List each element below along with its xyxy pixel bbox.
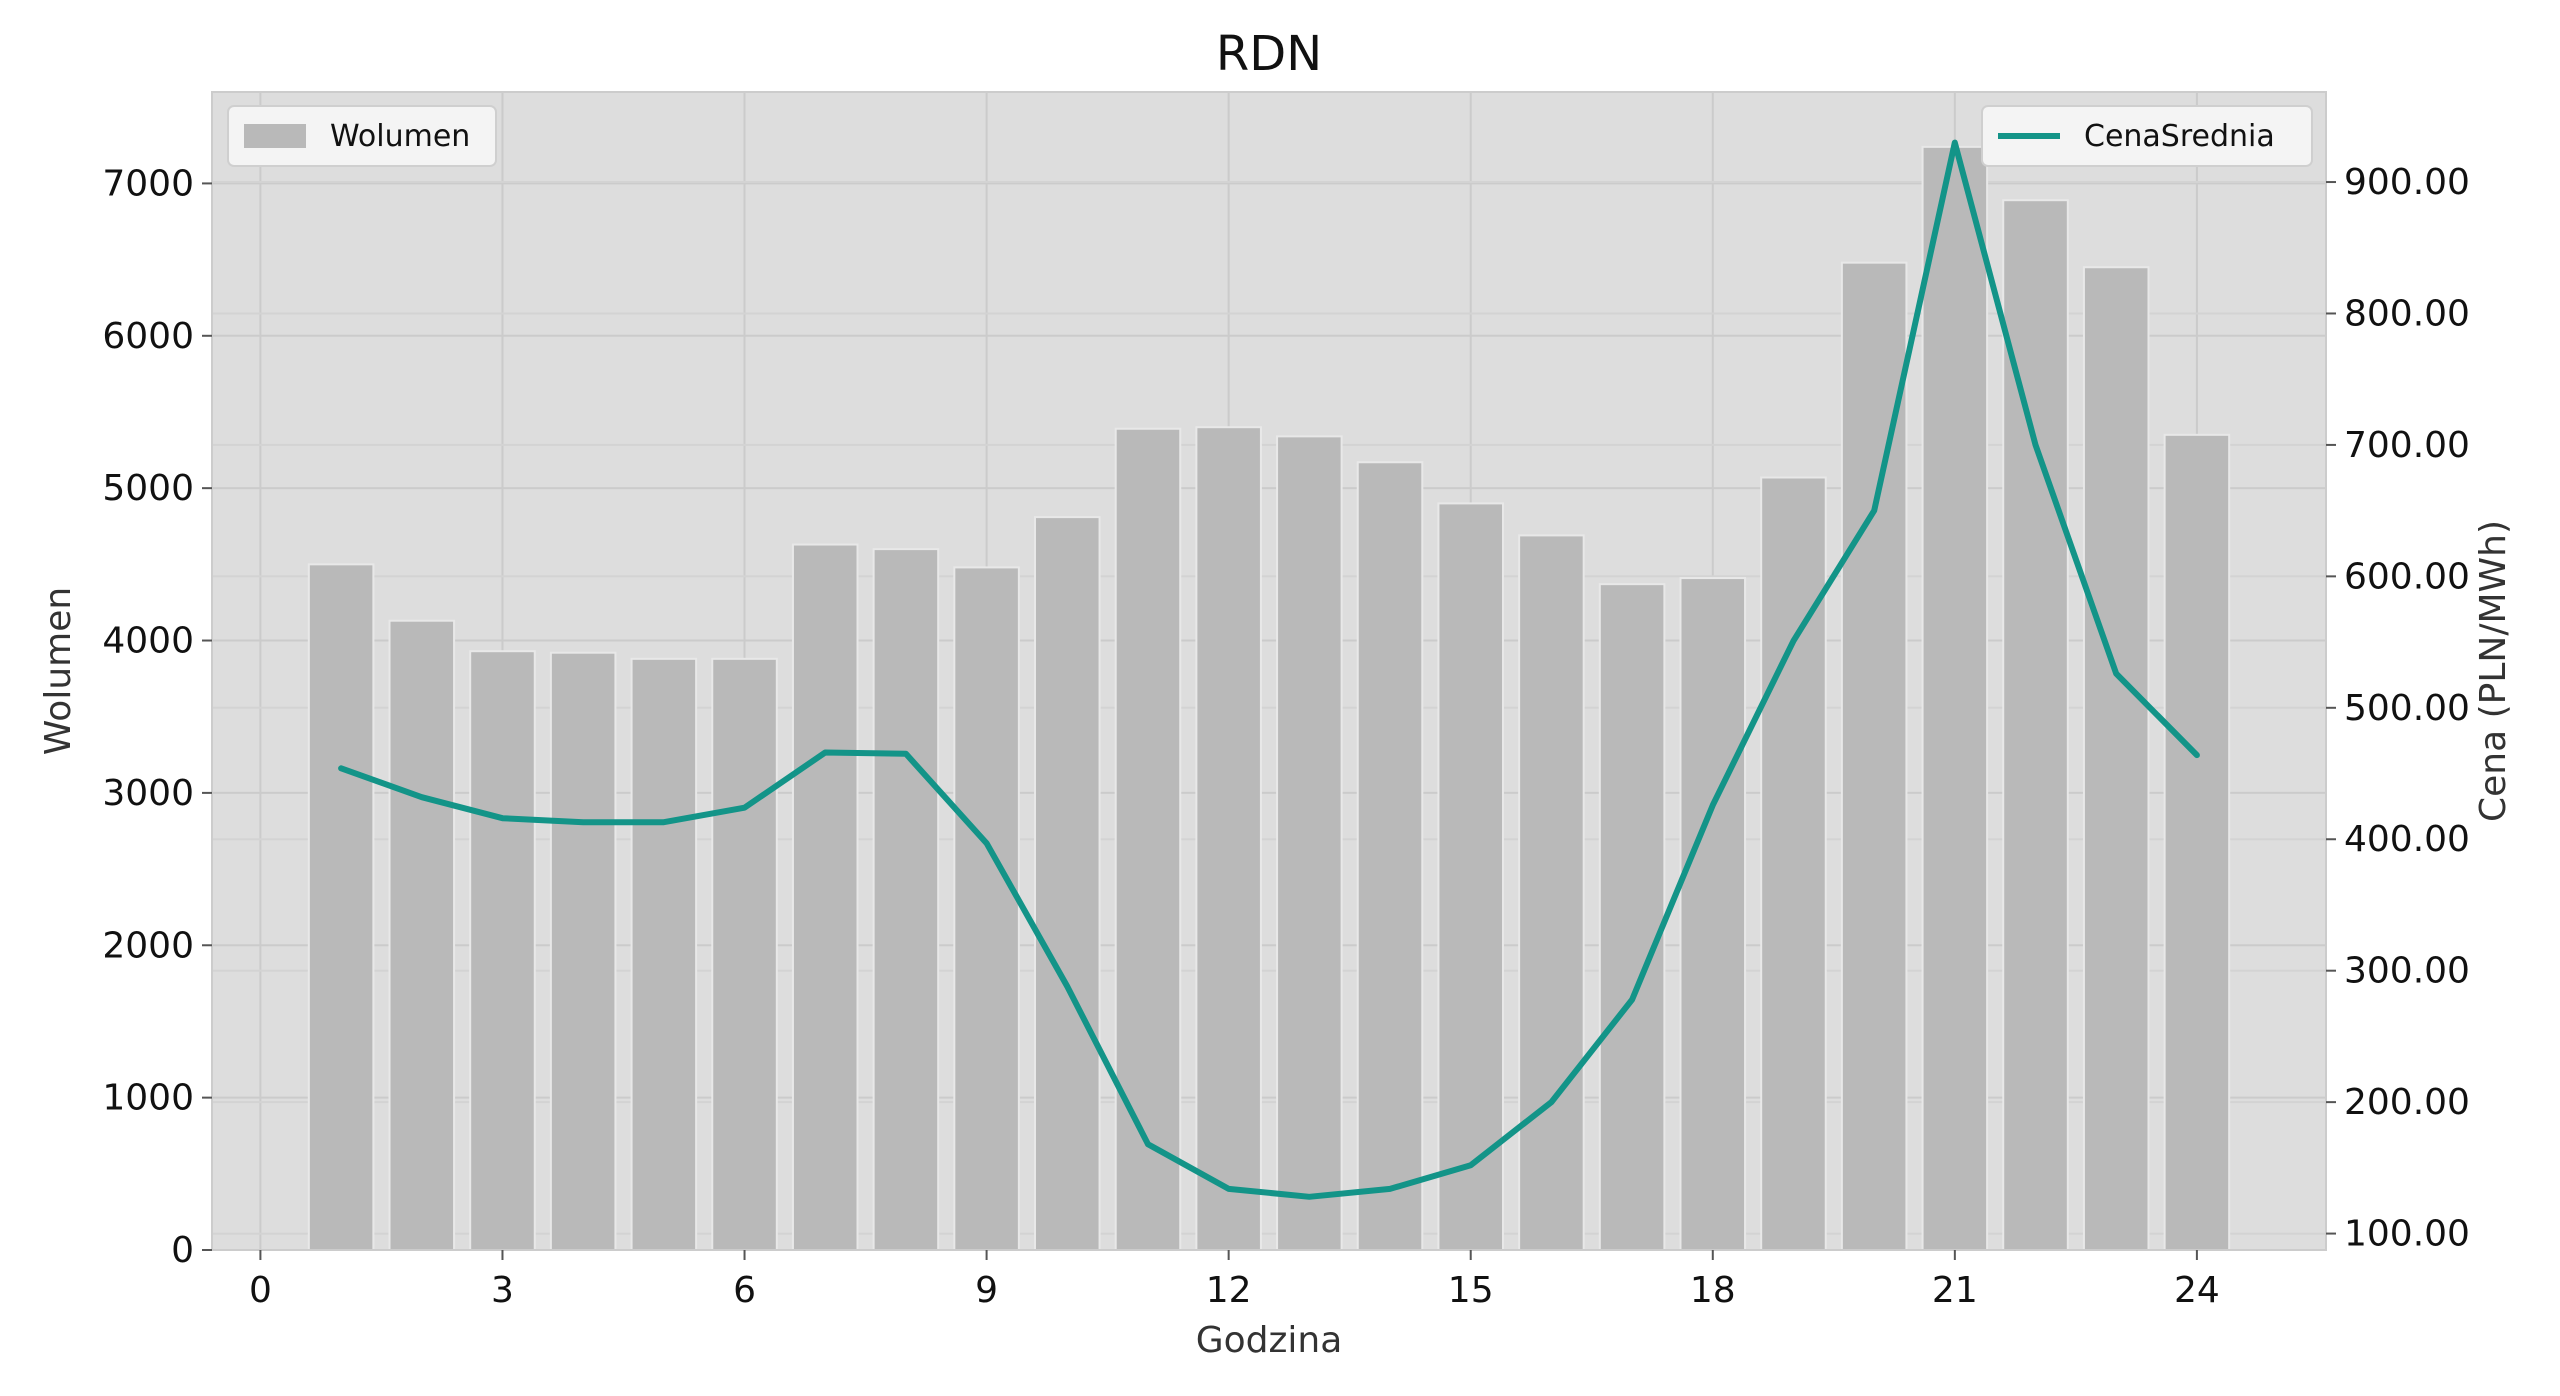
bar-wolumen-19	[1760, 476, 1827, 1251]
bar-wolumen-7	[791, 543, 859, 1251]
y2-tick-label: 800.00	[2344, 293, 2470, 334]
volume-bars	[307, 145, 2231, 1252]
bar-wolumen-9	[953, 566, 1020, 1251]
y2-tick-label: 300.00	[2344, 951, 2470, 992]
bar-wolumen-18	[1679, 577, 1747, 1251]
legend-volume-swatch	[244, 124, 306, 148]
legend-volume-label: Wolumen	[330, 119, 470, 154]
line-cenasrednia	[338, 139, 2200, 1200]
legend-volume: Wolumen	[227, 105, 497, 167]
bar-wolumen-13	[1276, 435, 1343, 1251]
x-tick-label: 9	[975, 1270, 998, 1311]
bar-wolumen-24	[2163, 433, 2231, 1252]
y2-axis-title: Cena (PLN/MWh)	[2473, 520, 2514, 822]
y-tick-label: 5000	[102, 468, 194, 509]
y-tick-label: 2000	[102, 925, 194, 966]
bar-wolumen-8	[872, 548, 940, 1251]
bar-wolumen-15	[1437, 502, 1504, 1252]
bar-wolumen-5	[630, 657, 698, 1251]
x-tick-label: 15	[1448, 1270, 1494, 1311]
y-tick-label: 7000	[102, 163, 194, 204]
bar-wolumen-11	[1114, 427, 1182, 1252]
bar-wolumen-4	[549, 651, 617, 1251]
bar-wolumen-17	[1598, 583, 1666, 1251]
price-line-layer	[338, 139, 2200, 1200]
x-tick-label: 12	[1206, 1270, 1252, 1311]
y2-tick-label: 500.00	[2344, 688, 2470, 729]
y-tick-label: 0	[171, 1230, 194, 1271]
x-tick-label: 18	[1690, 1270, 1736, 1311]
y2-tick-label: 400.00	[2344, 819, 2470, 860]
y-tick-label: 3000	[102, 773, 194, 814]
legend-volume-box	[227, 105, 497, 167]
bar-wolumen-2	[388, 619, 456, 1251]
y-tick-label: 4000	[102, 621, 194, 662]
bar-wolumen-20	[1840, 261, 1908, 1251]
axes: 0 3 6 9 12 15 18 21 24 0 1000 2000 3000 4000 5000 6000 7…	[102, 162, 2470, 1311]
bar-wolumen-21	[1921, 145, 1989, 1251]
y2-tick-label: 100.00	[2344, 1214, 2470, 1255]
x-tick-label: 6	[733, 1270, 756, 1311]
bar-wolumen-3	[469, 650, 536, 1251]
bar-wolumen-10	[1034, 516, 1101, 1251]
chart-title: RDN	[1216, 26, 1322, 82]
y2-tick-label: 200.00	[2344, 1082, 2470, 1123]
y-axis-title: Wolumen	[38, 587, 79, 755]
x-tick-label: 24	[2174, 1270, 2220, 1311]
bar-wolumen-16	[1518, 534, 1585, 1251]
y2-tick-label: 600.00	[2344, 556, 2470, 597]
y-tick-label: 6000	[102, 316, 194, 357]
bar-wolumen-14	[1356, 461, 1424, 1251]
plot-frame	[211, 91, 2327, 1251]
y-tick-label: 1000	[102, 1078, 194, 1119]
legend-price-box	[1981, 105, 2313, 167]
legend-price: CenaSrednia	[1981, 105, 2313, 167]
x-tick-label: 21	[1932, 1270, 1978, 1311]
bar-wolumen-23	[2082, 266, 2150, 1251]
x-tick-label: 3	[491, 1270, 514, 1311]
x-tick-label: 0	[249, 1270, 272, 1311]
y2-tick-label: 700.00	[2344, 425, 2470, 466]
y2-tick-label: 900.00	[2344, 162, 2470, 203]
legend-price-label: CenaSrednia	[2084, 119, 2275, 154]
bar-wolumen-6	[711, 657, 778, 1251]
bar-wolumen-12	[1195, 426, 1262, 1252]
bar-wolumen-1	[307, 563, 375, 1251]
x-axis-title: Godzina	[1196, 1320, 1343, 1361]
